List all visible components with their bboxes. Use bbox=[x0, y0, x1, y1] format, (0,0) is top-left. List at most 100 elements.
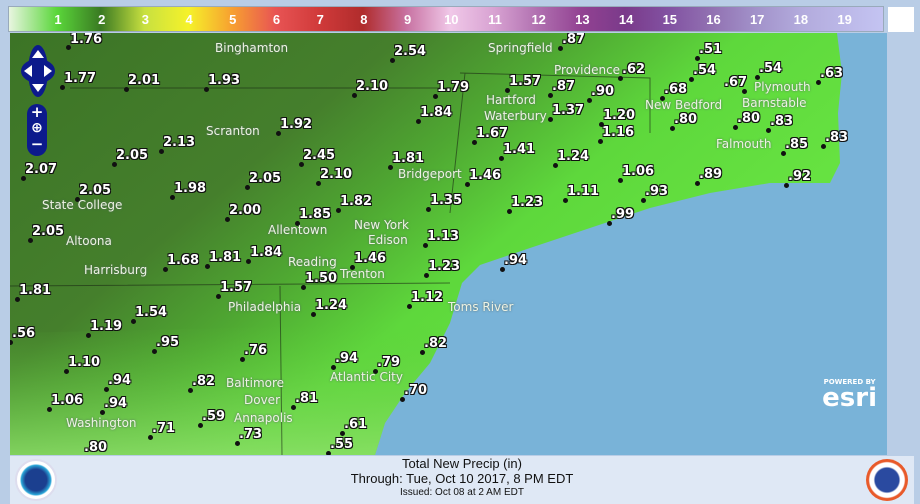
station-dot[interactable] bbox=[316, 181, 321, 186]
station-dot[interactable] bbox=[352, 93, 357, 98]
precip-value[interactable]: .99 bbox=[611, 207, 635, 222]
precip-value[interactable]: .95 bbox=[156, 335, 180, 350]
precip-value[interactable]: .80 bbox=[84, 440, 108, 455]
precip-value[interactable]: .92 bbox=[788, 169, 812, 184]
precip-value[interactable]: .54 bbox=[759, 61, 783, 76]
precip-value[interactable]: 1.41 bbox=[503, 142, 536, 157]
station-dot[interactable] bbox=[204, 87, 209, 92]
station-dot[interactable] bbox=[21, 176, 26, 181]
station-dot[interactable] bbox=[331, 365, 336, 370]
precip-value[interactable]: .83 bbox=[770, 114, 794, 129]
station-dot[interactable] bbox=[755, 75, 760, 80]
precip-value[interactable]: 1.81 bbox=[19, 283, 52, 298]
station-dot[interactable] bbox=[75, 197, 80, 202]
precip-value[interactable]: 1.81 bbox=[209, 250, 242, 265]
precip-value[interactable]: .85 bbox=[785, 137, 809, 152]
precip-value[interactable]: .94 bbox=[504, 253, 528, 268]
station-dot[interactable] bbox=[104, 387, 109, 392]
precip-value[interactable]: .62 bbox=[622, 62, 646, 77]
station-dot[interactable] bbox=[336, 208, 341, 213]
precip-value[interactable]: .71 bbox=[152, 421, 176, 436]
pan-control[interactable] bbox=[20, 44, 56, 98]
station-dot[interactable] bbox=[400, 397, 405, 402]
esri-attribution[interactable]: POWERED BY esri bbox=[822, 378, 877, 411]
station-dot[interactable] bbox=[152, 349, 157, 354]
precip-value[interactable]: 1.10 bbox=[68, 355, 101, 370]
precip-value[interactable]: 1.46 bbox=[469, 168, 502, 183]
precip-value[interactable]: .82 bbox=[424, 336, 448, 351]
precip-value[interactable]: 1.67 bbox=[476, 126, 509, 141]
station-dot[interactable] bbox=[766, 128, 771, 133]
station-dot[interactable] bbox=[100, 410, 105, 415]
station-dot[interactable] bbox=[170, 195, 175, 200]
station-dot[interactable] bbox=[420, 350, 425, 355]
station-dot[interactable] bbox=[124, 87, 129, 92]
station-dot[interactable] bbox=[695, 56, 700, 61]
zoom-in-button[interactable]: + bbox=[30, 103, 44, 121]
precip-value[interactable]: 1.81 bbox=[392, 151, 425, 166]
precip-value[interactable]: 2.10 bbox=[320, 167, 353, 182]
station-dot[interactable] bbox=[373, 369, 378, 374]
precip-value[interactable]: 2.13 bbox=[163, 135, 196, 150]
precip-value[interactable]: 1.16 bbox=[602, 125, 635, 140]
station-dot[interactable] bbox=[618, 178, 623, 183]
precip-value[interactable]: 1.23 bbox=[428, 259, 461, 274]
precip-value[interactable]: 1.54 bbox=[135, 305, 168, 320]
precip-value[interactable]: 2.54 bbox=[394, 44, 427, 59]
station-dot[interactable] bbox=[424, 273, 429, 278]
station-dot[interactable] bbox=[607, 221, 612, 226]
precip-value[interactable]: 1.06 bbox=[51, 393, 84, 408]
station-dot[interactable] bbox=[618, 76, 623, 81]
station-dot[interactable] bbox=[821, 144, 826, 149]
precip-value[interactable]: .56 bbox=[12, 326, 36, 341]
station-dot[interactable] bbox=[112, 162, 117, 167]
precip-value[interactable]: 1.93 bbox=[208, 73, 241, 88]
station-dot[interactable] bbox=[407, 304, 412, 309]
station-dot[interactable] bbox=[660, 96, 665, 101]
station-dot[interactable] bbox=[784, 183, 789, 188]
station-dot[interactable] bbox=[163, 267, 168, 272]
station-dot[interactable] bbox=[240, 357, 245, 362]
station-dot[interactable] bbox=[500, 267, 505, 272]
station-dot[interactable] bbox=[598, 139, 603, 144]
precip-value[interactable]: 1.98 bbox=[174, 181, 207, 196]
station-dot[interactable] bbox=[433, 94, 438, 99]
precip-value[interactable]: .55 bbox=[330, 437, 354, 452]
station-dot[interactable] bbox=[60, 85, 65, 90]
precip-value[interactable]: .87 bbox=[562, 33, 586, 47]
station-dot[interactable] bbox=[816, 80, 821, 85]
precip-value[interactable]: .63 bbox=[820, 66, 844, 81]
precip-value[interactable]: .76 bbox=[244, 343, 268, 358]
station-dot[interactable] bbox=[131, 319, 136, 324]
precip-value[interactable]: 2.05 bbox=[79, 183, 112, 198]
station-dot[interactable] bbox=[86, 333, 91, 338]
station-dot[interactable] bbox=[465, 182, 470, 187]
station-dot[interactable] bbox=[423, 243, 428, 248]
precip-value[interactable]: .89 bbox=[699, 167, 723, 182]
precip-value[interactable]: 1.92 bbox=[280, 117, 313, 132]
station-dot[interactable] bbox=[695, 181, 700, 186]
station-dot[interactable] bbox=[781, 151, 786, 156]
station-dot[interactable] bbox=[742, 89, 747, 94]
precip-value[interactable]: 1.84 bbox=[250, 245, 283, 260]
station-dot[interactable] bbox=[276, 131, 281, 136]
precip-value[interactable]: 2.07 bbox=[25, 162, 58, 177]
station-dot[interactable] bbox=[159, 149, 164, 154]
station-dot[interactable] bbox=[64, 369, 69, 374]
station-dot[interactable] bbox=[295, 221, 300, 226]
precip-value[interactable]: 2.05 bbox=[32, 224, 65, 239]
station-dot[interactable] bbox=[548, 93, 553, 98]
precip-value[interactable]: 1.77 bbox=[64, 71, 97, 86]
station-dot[interactable] bbox=[28, 238, 33, 243]
station-dot[interactable] bbox=[416, 119, 421, 124]
precip-value[interactable]: 1.68 bbox=[167, 253, 200, 268]
precip-value[interactable]: .87 bbox=[552, 79, 576, 94]
precip-value[interactable]: 1.12 bbox=[411, 290, 444, 305]
precip-value[interactable]: .94 bbox=[108, 373, 132, 388]
station-dot[interactable] bbox=[553, 163, 558, 168]
station-dot[interactable] bbox=[733, 125, 738, 130]
station-dot[interactable] bbox=[641, 198, 646, 203]
precip-value[interactable]: .94 bbox=[335, 351, 359, 366]
precip-value[interactable]: 1.35 bbox=[430, 193, 463, 208]
precip-value[interactable]: .94 bbox=[104, 396, 128, 411]
